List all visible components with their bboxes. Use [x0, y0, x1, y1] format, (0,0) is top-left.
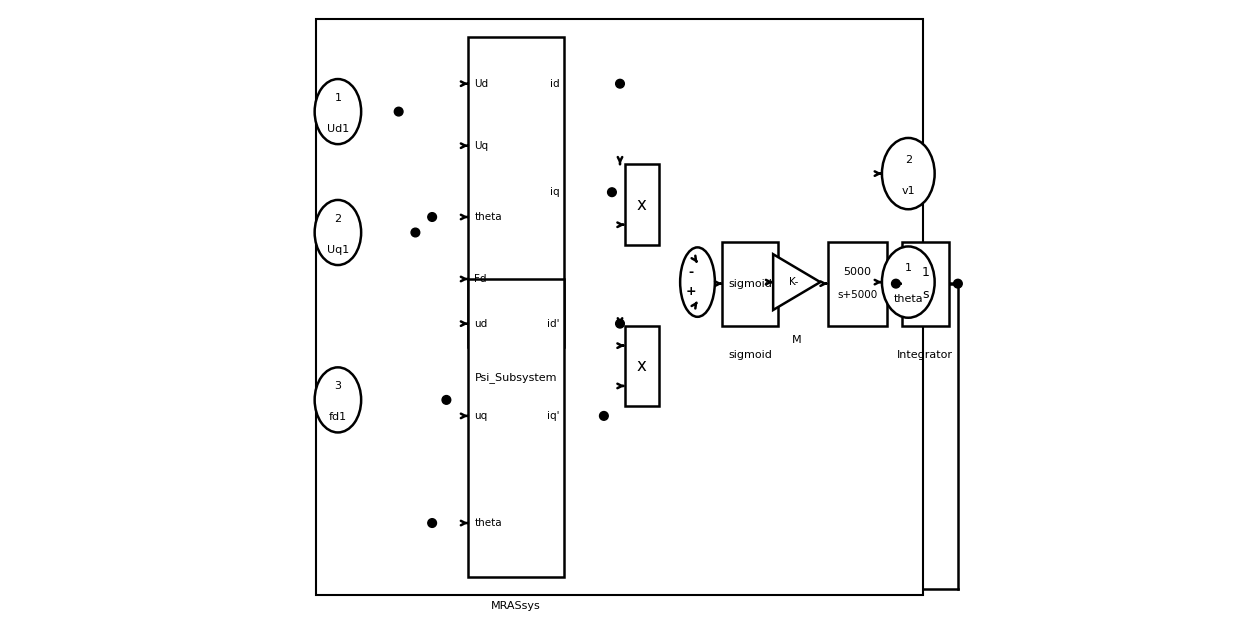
Ellipse shape	[882, 138, 935, 210]
Text: s+5000: s+5000	[837, 290, 877, 300]
Bar	[828, 242, 887, 326]
Text: x: x	[637, 356, 646, 375]
Text: theta: theta	[474, 212, 502, 222]
Circle shape	[394, 107, 403, 116]
Text: x: x	[637, 195, 646, 214]
Text: theta: theta	[474, 518, 502, 528]
Circle shape	[615, 319, 625, 328]
Ellipse shape	[315, 367, 361, 433]
Text: 1: 1	[921, 266, 929, 279]
Bar	[625, 164, 658, 245]
Bar	[469, 37, 564, 347]
Text: Uq1: Uq1	[327, 245, 348, 255]
Ellipse shape	[680, 247, 714, 317]
Text: v1: v1	[901, 186, 915, 196]
Text: Integrator: Integrator	[898, 350, 954, 360]
Text: sigmoid: sigmoid	[728, 350, 773, 360]
Circle shape	[410, 228, 419, 237]
Text: MRASsys: MRASsys	[491, 601, 541, 611]
Text: s: s	[923, 288, 929, 301]
Text: 2: 2	[335, 214, 341, 224]
Bar	[469, 279, 564, 577]
Ellipse shape	[315, 200, 361, 265]
Ellipse shape	[315, 79, 361, 144]
Bar	[903, 242, 949, 326]
Text: 3: 3	[335, 381, 341, 391]
Text: sigmoid: sigmoid	[728, 278, 773, 289]
Text: iq: iq	[549, 187, 559, 197]
Text: id': id'	[547, 319, 559, 329]
Circle shape	[615, 79, 625, 88]
Circle shape	[600, 412, 609, 420]
Text: theta: theta	[894, 294, 923, 304]
Text: fd1: fd1	[329, 412, 347, 422]
Circle shape	[954, 280, 962, 288]
Text: 1: 1	[905, 264, 911, 273]
Text: uq: uq	[474, 411, 487, 421]
Text: +: +	[686, 285, 696, 298]
Text: -: -	[688, 266, 693, 279]
Circle shape	[428, 519, 436, 528]
Text: M: M	[792, 335, 801, 345]
Text: 1: 1	[335, 93, 341, 103]
Text: Psi_Subsystem: Psi_Subsystem	[475, 372, 558, 383]
Text: K-: K-	[789, 277, 799, 287]
Text: id: id	[549, 79, 559, 89]
Text: ud: ud	[474, 319, 487, 329]
Bar	[625, 326, 658, 406]
Text: Ud: Ud	[474, 79, 489, 89]
Text: Uq: Uq	[474, 141, 489, 151]
Text: iq': iq'	[547, 411, 559, 421]
Bar	[722, 242, 779, 326]
Text: Fd: Fd	[474, 274, 487, 284]
Circle shape	[441, 396, 450, 404]
Circle shape	[892, 280, 900, 288]
Circle shape	[608, 188, 616, 197]
Text: Ud1: Ud1	[327, 124, 348, 134]
Text: 5000: 5000	[843, 267, 872, 278]
Text: 2: 2	[905, 155, 911, 165]
Polygon shape	[774, 254, 821, 310]
Circle shape	[428, 213, 436, 221]
Ellipse shape	[882, 246, 935, 317]
